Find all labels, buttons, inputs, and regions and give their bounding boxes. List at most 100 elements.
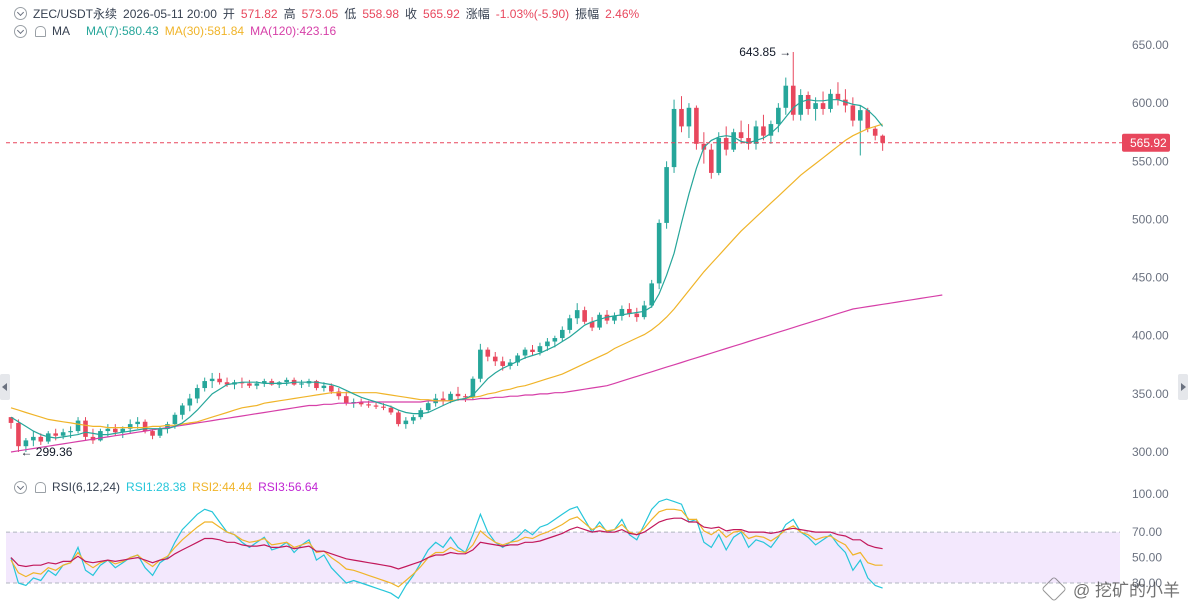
- candle-body: [560, 329, 565, 339]
- candle: [180, 403, 185, 420]
- scroll-right-icon[interactable]: [1178, 374, 1188, 400]
- candle-body: [574, 310, 580, 319]
- candle-body: [612, 315, 617, 321]
- candle: [247, 379, 252, 389]
- ma7-value: MA(7):580.43: [86, 24, 159, 38]
- low-label: 低: [344, 7, 357, 21]
- candle: [276, 381, 282, 389]
- candle-body: [872, 128, 878, 136]
- rsi-alert-bell-icon[interactable]: [35, 481, 46, 493]
- scroll-left-icon[interactable]: [0, 374, 10, 400]
- ma120-value: MA(120):423.16: [250, 24, 337, 38]
- price-tick-label: 550.00: [1132, 154, 1169, 168]
- candle-body: [135, 421, 140, 425]
- candle: [530, 345, 535, 356]
- candle-body: [202, 381, 207, 389]
- candle-body: [694, 107, 699, 144]
- rsi-collapse-toggle-icon[interactable]: [14, 480, 27, 494]
- candle-body: [448, 393, 453, 401]
- candle: [403, 417, 409, 429]
- candle-body: [858, 110, 863, 121]
- candle-datetime: 2026-05-11 20:00: [123, 6, 217, 21]
- rsi-tick-label: 70.00: [1132, 525, 1162, 539]
- candle: [75, 417, 81, 434]
- candle: [485, 347, 491, 362]
- rsi3-value: RSI3:56.64: [258, 480, 319, 494]
- candle-body: [649, 283, 654, 306]
- candle-body: [567, 318, 573, 330]
- price-tick-label: 650.00: [1132, 38, 1169, 52]
- candle-body: [545, 341, 550, 347]
- candle: [373, 401, 379, 409]
- candle-body: [358, 401, 364, 405]
- rsi-indicator-label[interactable]: RSI(6,12,24): [52, 480, 121, 494]
- candle: [694, 105, 699, 150]
- candle: [805, 91, 811, 115]
- candle-body: [455, 393, 461, 397]
- ma-legend: MA MA(7):580.43 MA(30):581.84 MA(120):42…: [14, 24, 336, 38]
- candle-body: [262, 381, 267, 384]
- close-label: 收: [405, 7, 418, 21]
- candle-body: [165, 424, 170, 429]
- ma-indicator-label[interactable]: MA: [52, 24, 70, 38]
- alert-bell-icon[interactable]: [35, 25, 46, 37]
- candle: [723, 126, 729, 156]
- candle: [16, 419, 21, 452]
- ma30-value: MA(30):581.84: [164, 24, 245, 38]
- candle: [612, 312, 617, 325]
- rsi-legend: RSI(6,12,24) RSI1:28.38 RSI2:44.44 RSI3:…: [14, 480, 318, 494]
- candle-body: [709, 149, 714, 173]
- candle-body: [105, 428, 111, 432]
- candle: [835, 82, 841, 106]
- candle-body: [299, 383, 304, 385]
- candle-body: [321, 385, 327, 389]
- candle: [746, 124, 751, 150]
- candle: [396, 410, 401, 427]
- candle-body: [314, 381, 319, 389]
- candle-body: [254, 383, 260, 386]
- candle: [619, 305, 625, 321]
- candle-body: [98, 431, 103, 441]
- collapse-toggle-icon[interactable]: [14, 7, 27, 20]
- candle-body: [865, 110, 871, 129]
- candle: [649, 279, 654, 308]
- candle: [850, 97, 856, 127]
- candle: [627, 303, 632, 318]
- candle: [194, 384, 200, 404]
- candle-body: [880, 135, 885, 143]
- candle-body: [53, 433, 58, 436]
- candle: [232, 379, 237, 390]
- candle-body: [500, 361, 505, 366]
- rsi-tick-label: 50.00: [1132, 551, 1162, 565]
- candle-body: [835, 93, 841, 100]
- candle: [671, 99, 677, 173]
- watermark-logo-icon: [1041, 575, 1067, 602]
- high-label: 高: [283, 7, 296, 21]
- candle: [217, 372, 222, 385]
- last-price-tag: [1122, 133, 1170, 152]
- candle: [90, 428, 96, 444]
- candle-body: [619, 308, 625, 316]
- candle: [582, 306, 587, 325]
- candle: [53, 428, 58, 441]
- price-tick-label: 500.00: [1132, 212, 1169, 226]
- ma-collapse-toggle-icon[interactable]: [14, 24, 27, 38]
- candle-body: [16, 422, 21, 447]
- close-value: 565.92: [423, 6, 460, 21]
- candle: [202, 377, 207, 392]
- change-label: 涨幅: [465, 7, 490, 21]
- candle-body: [470, 378, 476, 398]
- candle-body: [634, 313, 640, 318]
- candle-body: [381, 406, 386, 408]
- moving-averages: [10, 99, 943, 453]
- candle-body: [813, 103, 818, 109]
- candle-body: [388, 407, 394, 413]
- candle-body: [716, 138, 722, 173]
- candle-body: [157, 428, 163, 436]
- candle: [716, 132, 722, 176]
- candle: [843, 89, 848, 113]
- candle-body: [60, 432, 66, 436]
- candle: [761, 114, 766, 141]
- candle-body: [127, 424, 133, 429]
